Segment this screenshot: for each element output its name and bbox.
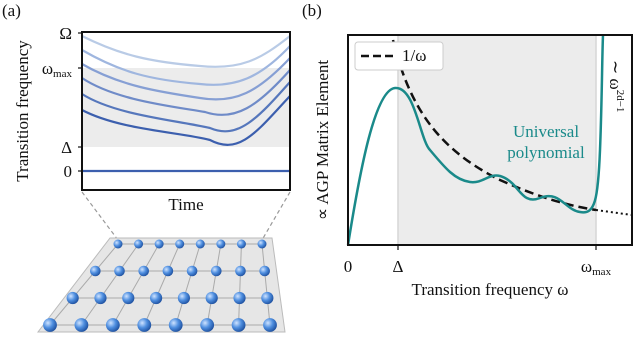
lattice-bond — [175, 243, 201, 326]
lattice-bond — [206, 243, 222, 326]
atom — [233, 291, 246, 305]
atom — [177, 291, 191, 305]
x-tick-label: 0 — [344, 257, 353, 276]
lattice-bond — [81, 243, 139, 326]
panel-label: (b) — [302, 1, 322, 20]
y-ticks — [78, 32, 82, 172]
atom — [200, 318, 215, 332]
atom — [261, 291, 274, 305]
atom — [105, 318, 120, 332]
atom — [154, 239, 164, 249]
atom — [137, 318, 152, 332]
atom — [122, 291, 135, 305]
x-tick-label: ωmax — [581, 257, 612, 278]
atom — [90, 265, 101, 277]
energy-curves — [81, 35, 291, 173]
atom — [235, 265, 246, 277]
atom — [210, 265, 222, 277]
zoom-lines — [81, 191, 291, 241]
atom — [236, 239, 246, 249]
annotation: polynomial — [507, 143, 585, 162]
y-axis-label: Transition frequency — [13, 40, 32, 182]
atom — [168, 318, 183, 332]
lattice-bond — [261, 243, 271, 326]
x-axis-label: Time — [168, 195, 203, 214]
x-axis-label: Transition frequency ω — [412, 280, 569, 299]
atom — [216, 239, 226, 249]
plot-frame — [347, 34, 633, 246]
atom — [263, 318, 277, 332]
y-axis-label: ∝ AGP Matrix Element — [313, 60, 332, 221]
x-tick-label: Δ — [393, 257, 404, 276]
legend — [354, 41, 444, 71]
atom — [205, 291, 218, 305]
atom — [149, 291, 163, 305]
polynomial-curve — [346, 34, 605, 246]
y-tick-label: Δ — [61, 138, 72, 157]
y-tick-label: ωmax — [42, 59, 73, 80]
atom — [138, 265, 150, 277]
atom — [195, 239, 205, 249]
lattice — [36, 237, 286, 333]
atom — [175, 239, 185, 249]
atom — [74, 318, 89, 332]
annotation: Universal — [513, 122, 579, 141]
inverse-tail — [595, 209, 633, 216]
atom — [257, 239, 267, 249]
atom — [113, 239, 123, 249]
scaling-label: ∼ ω2d−1 — [606, 60, 626, 112]
lattice-bond — [143, 243, 181, 326]
panel-label: (a) — [2, 1, 21, 20]
shaded-band — [82, 68, 290, 147]
atom — [66, 291, 79, 305]
atom — [94, 291, 107, 305]
atom — [114, 265, 125, 277]
legend-label: 1/ω — [402, 46, 426, 65]
lattice-bond — [238, 243, 242, 326]
x-ticks — [397, 245, 597, 250]
lattice-bond — [112, 243, 160, 326]
plot-frame — [81, 31, 291, 191]
lattice-bond — [49, 243, 119, 326]
atom — [134, 239, 144, 249]
atom — [231, 318, 246, 332]
y-tick-label: Ω — [59, 24, 72, 43]
atom — [186, 265, 198, 277]
atom — [43, 318, 57, 332]
y-tick-label: 0 — [64, 162, 73, 181]
atom — [162, 265, 174, 277]
atom — [259, 265, 270, 277]
